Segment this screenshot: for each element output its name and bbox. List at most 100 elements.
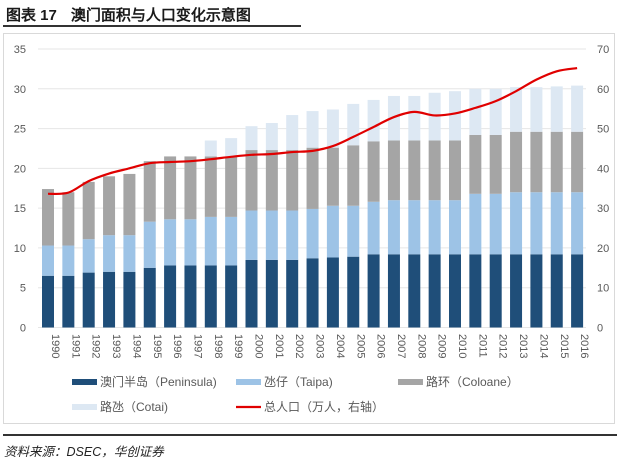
- y-left-tick-label: 5: [20, 283, 26, 295]
- bar-segment: [164, 219, 177, 266]
- bar-segment: [143, 161, 156, 222]
- bar-segment: [204, 156, 217, 217]
- bar-segment: [510, 87, 523, 132]
- bar-segment: [245, 210, 258, 260]
- bar-segment: [550, 254, 563, 328]
- bar-segment: [510, 131, 523, 193]
- x-tick-label: 2010: [456, 334, 468, 358]
- source-divider: [3, 434, 617, 436]
- title-divider: [3, 25, 301, 27]
- x-tick-label: 2005: [354, 334, 366, 358]
- x-tick-label: 2007: [395, 334, 407, 358]
- x-tick-label: 2012: [497, 334, 509, 358]
- bar-segment: [204, 216, 217, 266]
- bar-segment: [469, 134, 482, 194]
- bar-segment: [265, 150, 278, 211]
- x-tick-label: 1997: [191, 334, 203, 358]
- x-tick-label: 2006: [375, 334, 387, 358]
- x-tick-label: 1998: [212, 334, 224, 358]
- bar-segment: [367, 141, 380, 202]
- bar-segment: [42, 245, 54, 276]
- bar-segment: [326, 257, 339, 328]
- figure-title: 图表 17 澳门面积与人口变化示意图: [6, 4, 251, 25]
- bar-segment: [367, 201, 380, 255]
- bar-segment: [103, 235, 116, 272]
- bar-segment: [62, 275, 75, 328]
- bar-segment: [62, 192, 75, 246]
- bar-segment: [286, 150, 299, 211]
- bar-segment: [306, 258, 319, 328]
- bar-segment: [449, 254, 461, 328]
- y-right-tick-label: 70: [597, 44, 609, 56]
- bar-segment: [347, 145, 360, 206]
- bar-segment: [530, 131, 543, 193]
- x-tick-label: 2013: [517, 334, 529, 358]
- bar-segment: [42, 189, 54, 246]
- bar-segment: [184, 219, 197, 266]
- x-tick-label: 2014: [537, 334, 549, 358]
- y-right-tick-label: 30: [597, 203, 609, 215]
- legend-swatch: [398, 379, 423, 385]
- x-tick-label: 2003: [314, 334, 326, 358]
- bar-segment: [82, 272, 95, 328]
- x-tick-label: 1996: [171, 334, 183, 358]
- bar-segment: [204, 265, 217, 328]
- bar-segment: [469, 88, 482, 135]
- bar-segment: [245, 259, 258, 328]
- bar-segment: [306, 208, 319, 259]
- legend-swatch: [236, 379, 261, 385]
- x-tick-label: 2001: [273, 334, 285, 358]
- y-left-tick-label: 15: [14, 203, 26, 215]
- x-tick-label: 2011: [476, 334, 488, 358]
- bar-segment: [387, 95, 400, 141]
- legend-swatch: [72, 379, 97, 385]
- bar-segment: [245, 150, 258, 211]
- bar-segment: [225, 216, 238, 266]
- bar-segment: [550, 86, 563, 132]
- x-tick-label: 2015: [558, 334, 570, 358]
- bar-segment: [449, 140, 461, 201]
- bar-segment: [530, 254, 543, 328]
- x-tick-label: 1999: [232, 334, 244, 358]
- bar-segment: [530, 192, 543, 255]
- bar-segment: [164, 156, 177, 220]
- x-tick-label: 2000: [253, 334, 265, 358]
- bar-segment: [265, 259, 278, 328]
- x-tick-label: 2009: [436, 334, 448, 358]
- y-left-tick-label: 35: [14, 44, 26, 56]
- bar-segment: [123, 235, 136, 272]
- bar-segment: [408, 200, 421, 255]
- bar-segment: [164, 265, 177, 328]
- x-tick-label: 1993: [110, 334, 122, 358]
- bar-segment: [286, 210, 299, 260]
- bar-segment: [367, 99, 380, 142]
- figure-title-text: 澳门面积与人口变化示意图: [70, 7, 251, 24]
- bar-segment: [550, 131, 563, 193]
- y-left-tick-label: 25: [14, 124, 26, 136]
- bar-segment: [387, 254, 400, 328]
- bar-segment: [489, 134, 502, 194]
- bar-segment: [469, 254, 482, 328]
- x-tick-label: 1994: [130, 334, 142, 358]
- x-tick-label: 1991: [69, 334, 81, 358]
- bar-segment: [510, 254, 523, 328]
- y-right-tick-label: 50: [597, 124, 609, 136]
- bar-segment: [428, 140, 441, 201]
- population-line: [47, 67, 578, 196]
- bar-segment: [408, 95, 421, 141]
- bar-segment: [286, 115, 299, 151]
- bar-segment: [103, 176, 116, 236]
- figure-number: 图表 17: [6, 7, 57, 24]
- x-tick-label: 1990: [49, 334, 61, 358]
- bar-segment: [225, 138, 238, 157]
- bar-segment: [286, 259, 299, 328]
- bar-segment: [367, 254, 380, 328]
- bar-segment: [428, 254, 441, 328]
- bar-segment: [184, 265, 197, 328]
- bar-segment: [489, 88, 502, 135]
- bar-segment: [387, 140, 400, 201]
- bar-segment: [571, 192, 584, 255]
- bar-segment: [571, 254, 584, 328]
- x-tick-label: 1992: [90, 334, 102, 358]
